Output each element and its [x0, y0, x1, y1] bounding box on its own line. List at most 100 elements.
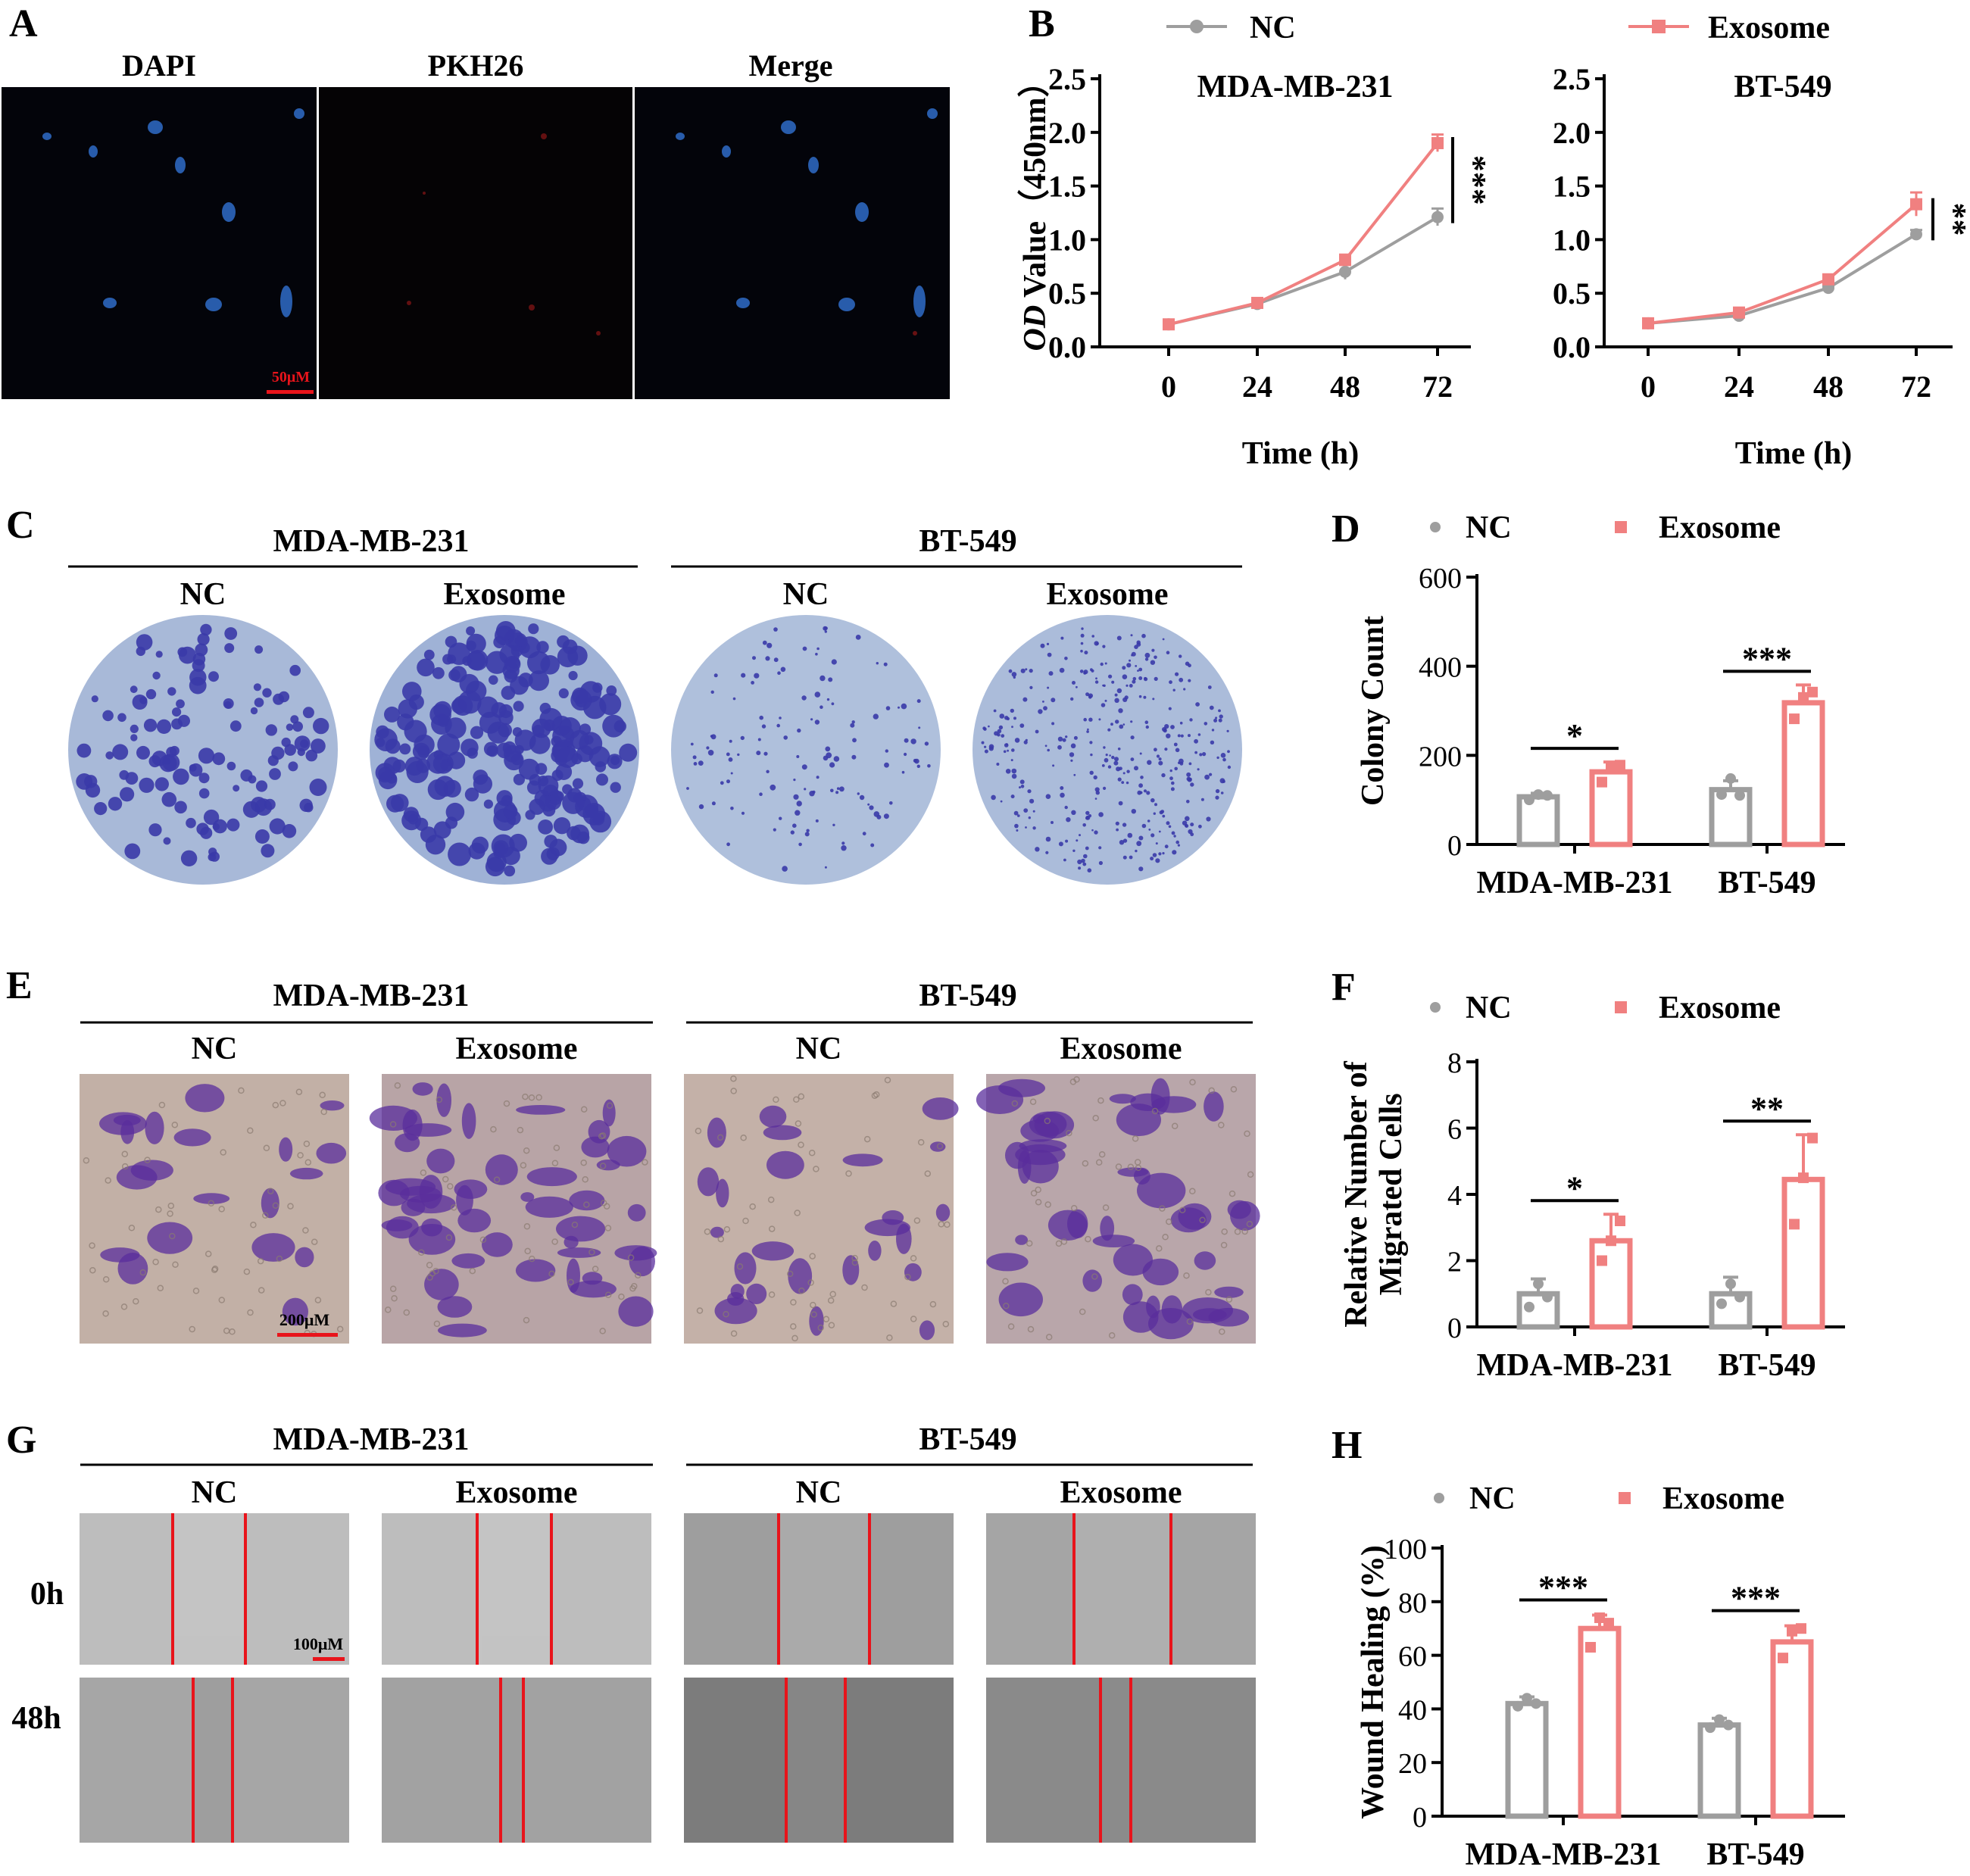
membrane-pore — [262, 1212, 269, 1219]
colony — [1141, 823, 1147, 829]
colony — [1029, 685, 1033, 690]
colony — [606, 685, 617, 696]
y-tick-label: 2.5 — [1048, 62, 1086, 96]
colony — [1025, 826, 1027, 829]
colony — [200, 623, 212, 636]
legend-exosome-label: Exosome — [1659, 510, 1781, 545]
group-label-c-4: Exosome — [1047, 577, 1169, 612]
colony — [1025, 738, 1028, 741]
colony — [417, 658, 435, 677]
timepoint-label-48h: 48h — [11, 1701, 61, 1736]
colony — [233, 785, 240, 792]
colony — [512, 727, 523, 737]
colony — [510, 754, 523, 766]
migrated-cell — [401, 1198, 426, 1216]
colony — [1013, 716, 1016, 720]
colony — [1047, 686, 1050, 689]
colony — [1048, 671, 1054, 676]
group-label-g-1: NC — [192, 1475, 238, 1510]
colony — [1029, 798, 1035, 804]
colony — [229, 720, 242, 732]
membrane-pore — [917, 1139, 925, 1146]
colony — [1101, 703, 1106, 707]
membrane-pore — [1097, 1097, 1104, 1104]
membrane-pore — [1189, 1078, 1196, 1086]
colony — [271, 746, 285, 760]
colony — [885, 749, 889, 753]
colony — [1094, 798, 1097, 800]
colony — [1197, 768, 1200, 771]
colony — [443, 779, 461, 798]
colony — [619, 743, 638, 762]
data-point — [1597, 776, 1607, 788]
colony — [254, 829, 270, 844]
colony — [1104, 662, 1107, 665]
membrane-pore — [635, 1272, 642, 1279]
merge-image — [635, 87, 950, 399]
colony — [1188, 762, 1192, 766]
colony — [1035, 729, 1039, 734]
colony — [1080, 641, 1084, 645]
colony — [841, 845, 847, 851]
colony — [1029, 669, 1033, 673]
membrane-pore — [604, 1225, 612, 1231]
series-line-nc — [1647, 233, 1918, 325]
colony — [1166, 651, 1170, 654]
colony — [729, 739, 732, 743]
colony — [457, 690, 482, 714]
colony — [1109, 754, 1111, 757]
migrated-cell — [1148, 1308, 1194, 1340]
colony — [264, 798, 276, 810]
colony — [796, 755, 800, 758]
data-point — [1705, 1722, 1716, 1734]
y-axis-label: Colony Count — [1356, 616, 1391, 806]
membrane-pore — [944, 1221, 951, 1228]
colony — [538, 775, 559, 796]
colony — [596, 773, 608, 786]
colony — [432, 666, 445, 679]
data-point — [1513, 1700, 1523, 1712]
colony — [1136, 640, 1141, 645]
colony — [796, 801, 802, 807]
colony — [420, 826, 437, 843]
colony — [464, 787, 479, 802]
migrated-cell — [282, 1297, 308, 1326]
membrane-pore — [1159, 1205, 1166, 1212]
colony — [1010, 794, 1015, 799]
membrane-pore — [89, 1242, 95, 1249]
colony — [1122, 823, 1127, 827]
colony — [1172, 850, 1177, 855]
membrane-pore — [786, 1270, 794, 1278]
membrane-pore — [1060, 1238, 1068, 1245]
migrated-cell — [526, 1167, 577, 1187]
colony — [1186, 772, 1191, 777]
colony — [726, 752, 730, 757]
colony — [1105, 754, 1108, 757]
scale-bar-label-e: 200μM — [279, 1310, 329, 1329]
colony — [927, 764, 931, 768]
colony — [470, 726, 484, 739]
x-tick-label: 72 — [1422, 370, 1453, 404]
colony — [850, 723, 855, 728]
colony — [824, 866, 827, 869]
colony — [448, 842, 472, 866]
colony — [176, 699, 185, 709]
colony — [108, 797, 123, 811]
colony — [798, 842, 802, 847]
data-point — [1603, 1618, 1614, 1629]
membrane-pore — [704, 1228, 711, 1235]
colony — [726, 779, 730, 784]
significance-label: *** — [1538, 1569, 1588, 1606]
membrane-pore — [523, 1316, 530, 1324]
colony — [174, 801, 187, 814]
colony — [302, 707, 314, 719]
colony — [1177, 844, 1180, 847]
colony — [982, 726, 986, 730]
membrane-pore — [929, 1300, 937, 1308]
panel-letter-f: F — [1332, 966, 1356, 1009]
colony — [1197, 733, 1201, 736]
colony — [1019, 779, 1025, 785]
membrane-pore — [1085, 1235, 1091, 1243]
migrated-cell — [746, 1283, 767, 1304]
x-tick-label: BT-549 — [1718, 866, 1815, 901]
